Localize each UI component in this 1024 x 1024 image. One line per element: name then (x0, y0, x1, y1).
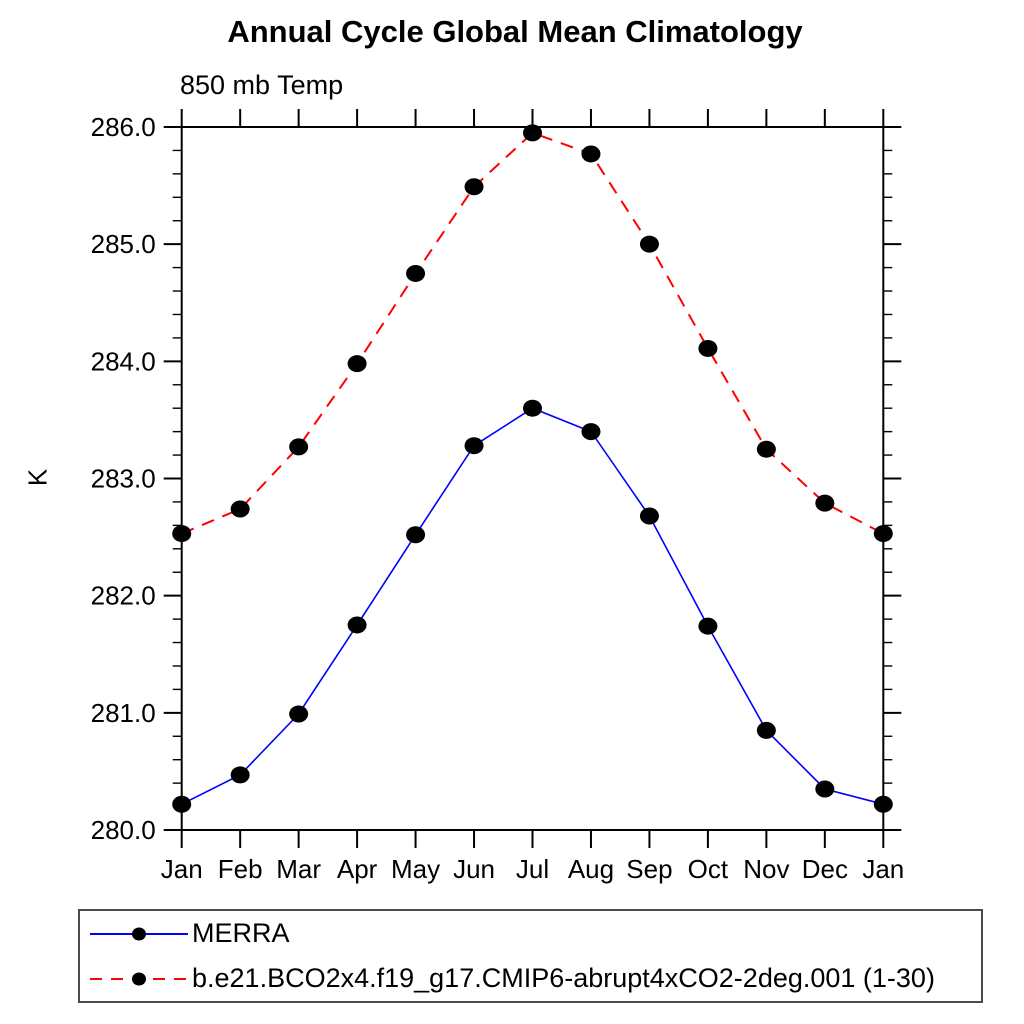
y-axis-tick-label: 280.0 (91, 815, 156, 845)
data-point-marker (639, 235, 659, 253)
y-axis-tick-label: 285.0 (91, 229, 156, 259)
data-point-marker (581, 145, 601, 163)
data-point-marker (464, 178, 484, 196)
y-axis-tick-label: 286.0 (91, 112, 156, 142)
data-point-marker (523, 124, 542, 142)
x-axis-tick-label: Nov (743, 854, 789, 884)
data-point-marker (639, 507, 659, 525)
x-axis-tick-label: Dec (802, 854, 848, 884)
chart-subtitle: 850 mb Temp (180, 70, 344, 100)
x-axis-tick-label: May (391, 854, 440, 884)
x-axis-tick-label: Sep (626, 854, 672, 884)
data-point-marker (873, 795, 893, 813)
data-point-marker (815, 494, 835, 512)
data-point-marker (873, 525, 893, 543)
data-point-marker (230, 766, 250, 784)
y-axis-tick-label: 282.0 (91, 581, 156, 611)
data-point-marker (756, 440, 776, 458)
x-axis-tick-label: Aug (568, 854, 614, 884)
data-point-marker (406, 526, 426, 544)
legend-label-merra: MERRA (192, 918, 290, 948)
y-axis-tick-label: 281.0 (91, 698, 156, 728)
data-point-marker (230, 500, 250, 518)
x-axis-tick-label: Jan (161, 854, 203, 884)
x-axis-tick-label: Mar (276, 854, 321, 884)
x-axis-tick-label: Oct (688, 854, 729, 884)
plot-frame (180, 126, 885, 831)
data-point-marker (523, 399, 542, 417)
data-point-marker (347, 616, 367, 634)
data-point-marker (464, 437, 484, 455)
x-axis-tick-label: Jul (516, 854, 549, 884)
legend-item-model: b.e21.BCO2x4.f19_g17.CMIP6-abrupt4xCO2-2… (86, 965, 981, 992)
model-line-sample-icon (90, 972, 188, 985)
data-point-marker (815, 780, 835, 798)
legend-sample-marker (132, 972, 146, 985)
data-point-marker (406, 264, 426, 282)
data-point-marker (756, 721, 776, 739)
x-axis-tick-label: Jan (862, 854, 904, 884)
legend-label-model: b.e21.BCO2x4.f19_g17.CMIP6-abrupt4xCO2-2… (192, 963, 935, 993)
y-axis-tick-label: 283.0 (91, 464, 156, 494)
data-point-marker (172, 795, 192, 813)
x-axis-tick-label: Jun (453, 854, 495, 884)
series-line-0 (181, 407, 884, 805)
data-point-marker (698, 617, 718, 635)
data-point-marker (172, 525, 192, 543)
legend-sample-marker (132, 927, 146, 940)
x-axis-tick-label: Feb (218, 854, 263, 884)
series-line-1 (181, 131, 884, 535)
data-point-marker (698, 339, 718, 357)
data-point-marker (581, 423, 601, 441)
data-point-marker (289, 438, 309, 456)
chart-title: Annual Cycle Global Mean Climatology (227, 14, 803, 49)
merra-line-sample-icon (90, 927, 188, 940)
y-axis-tick-label: 284.0 (91, 346, 156, 376)
x-axis-tick-label: Apr (337, 854, 378, 884)
data-point-marker (347, 355, 367, 373)
legend-item-merra: MERRA (86, 920, 981, 947)
legend: MERRA b.e21.BCO2x4.f19_g17.CMIP6-abrupt4… (78, 909, 983, 1003)
data-point-marker (289, 705, 309, 723)
